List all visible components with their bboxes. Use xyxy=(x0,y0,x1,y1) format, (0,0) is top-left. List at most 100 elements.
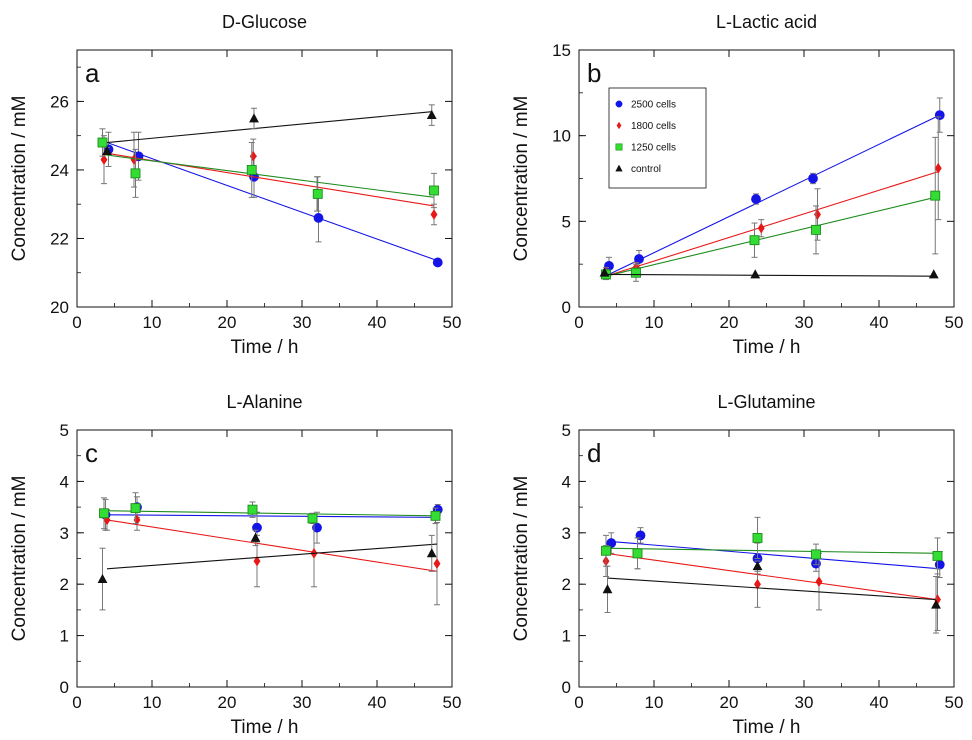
data-point xyxy=(601,545,611,556)
chart-title: L-Alanine xyxy=(226,392,302,412)
data-point xyxy=(750,269,761,279)
data-point xyxy=(934,559,945,570)
x-tick-label: 30 xyxy=(795,693,814,712)
y-tick-label: 3 xyxy=(60,524,69,543)
fit-line xyxy=(604,273,934,277)
data-point xyxy=(632,548,643,559)
data-point xyxy=(97,137,108,148)
series-2500-cells xyxy=(103,131,443,268)
x-tick-label: 10 xyxy=(645,693,664,712)
data-point xyxy=(313,213,324,223)
data-point xyxy=(432,257,443,268)
x-axis-label: Time / h xyxy=(733,337,801,358)
legend-item: 1250 cells xyxy=(615,143,676,154)
series-control xyxy=(599,267,939,279)
y-axis-label: Concentration / mM xyxy=(511,476,532,642)
series-1800-cells xyxy=(602,537,941,631)
legend-marker xyxy=(615,100,623,108)
x-tick-label: 0 xyxy=(574,693,583,712)
y-tick-label: 26 xyxy=(50,92,69,111)
data-point xyxy=(426,548,437,558)
fit-line xyxy=(103,510,436,517)
series-2500-cells xyxy=(100,496,443,544)
data-point xyxy=(815,576,823,587)
x-tick-label: 0 xyxy=(574,313,583,332)
fit-line xyxy=(607,577,937,601)
legend-marker-shape xyxy=(615,143,623,151)
data-point xyxy=(130,168,141,179)
data-point xyxy=(631,267,641,278)
y-tick-label: 0 xyxy=(562,298,571,317)
data-point xyxy=(102,145,112,155)
data-point xyxy=(811,549,821,560)
x-tick-label: 30 xyxy=(293,693,312,712)
data-point xyxy=(100,154,108,166)
data-point xyxy=(246,164,257,175)
data-point xyxy=(931,599,941,609)
legend-label: control xyxy=(631,164,661,175)
x-tick-label: 0 xyxy=(72,313,81,332)
y-tick-label: 5 xyxy=(562,421,571,440)
series-control xyxy=(602,560,941,634)
data-point xyxy=(932,550,943,561)
chart-title: L-Glutamine xyxy=(717,392,815,412)
x-tick-label: 50 xyxy=(945,693,964,712)
fit-line xyxy=(605,547,938,554)
y-tick-label: 0 xyxy=(562,678,571,697)
data-point xyxy=(433,558,441,569)
legend-marker xyxy=(615,164,623,172)
y-tick-label: 24 xyxy=(50,161,69,180)
legend-marker-shape xyxy=(616,121,622,130)
fit-line xyxy=(605,171,939,277)
data-point xyxy=(430,209,438,220)
legend-label: 2500 cells xyxy=(631,100,676,111)
y-tick-label: 22 xyxy=(50,229,69,248)
x-tick-label: 20 xyxy=(720,693,739,712)
y-tick-label: 5 xyxy=(60,421,69,440)
data-point xyxy=(130,503,141,514)
panel-letter: a xyxy=(85,58,100,88)
x-tick-label: 40 xyxy=(368,313,387,332)
plot-frame xyxy=(76,429,453,688)
data-point xyxy=(599,267,610,277)
series-control xyxy=(97,529,438,611)
y-tick-label: 5 xyxy=(562,212,571,231)
legend-item: 1800 cells xyxy=(616,121,676,132)
panel-letter: b xyxy=(587,58,601,88)
y-tick-label: 1 xyxy=(60,627,69,646)
data-point xyxy=(930,190,941,201)
panel-d: L-Glutamine d 0 10 20 30 40 50 0 1 2 3 4 5 Time / h Con… xyxy=(511,392,963,738)
data-point xyxy=(99,508,109,519)
data-point xyxy=(429,185,439,196)
legend-item: control xyxy=(615,164,661,175)
fit-line xyxy=(605,552,938,601)
x-tick-label: 20 xyxy=(218,693,237,712)
x-tick-label: 20 xyxy=(218,313,237,332)
legend-marker-shape xyxy=(615,164,623,172)
legend-marker xyxy=(615,143,623,151)
data-point xyxy=(249,113,259,123)
x-axis-label: Time / h xyxy=(231,717,299,738)
y-tick-label: 15 xyxy=(552,41,571,60)
data-point xyxy=(250,532,261,542)
x-tick-label: 30 xyxy=(293,313,312,332)
x-tick-label: 0 xyxy=(72,693,81,712)
series-control xyxy=(102,104,437,156)
panel-a: D-Glucose a 0 10 20 30 40 50 20 22 24 26 Time / h Con… xyxy=(9,12,461,358)
plot-frame xyxy=(578,429,955,688)
y-tick-label: 4 xyxy=(562,472,571,491)
x-tick-label: 10 xyxy=(143,693,162,712)
legend-marker-shape xyxy=(615,100,623,108)
data-point xyxy=(307,513,318,524)
data-point xyxy=(934,162,942,174)
data-point xyxy=(253,555,261,567)
data-point xyxy=(928,269,939,279)
data-point xyxy=(249,150,257,162)
y-tick-label: 2 xyxy=(60,575,69,594)
y-axis-label: Concentration / mM xyxy=(9,96,30,262)
data-point xyxy=(808,173,818,184)
legend: 2500 cells 1800 cells 1250 cells control xyxy=(608,87,707,189)
data-point xyxy=(934,110,945,121)
x-axis-label: Time / h xyxy=(231,337,299,358)
